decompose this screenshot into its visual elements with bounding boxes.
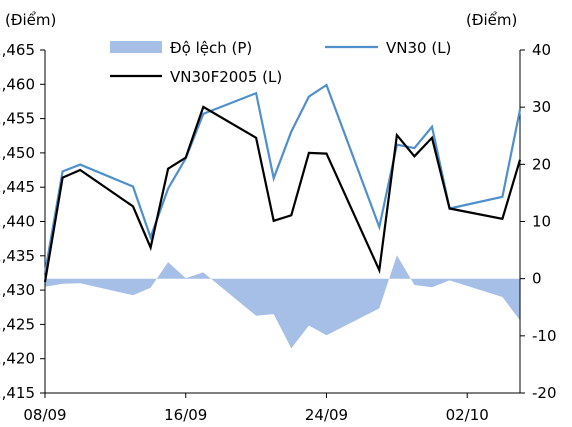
- legend-label-vn30f2005: VN30F2005 (L): [170, 68, 282, 86]
- right-tick-label: 40: [532, 41, 551, 59]
- left-tick-label: 1,450: [0, 144, 35, 162]
- left-tick-label: 1,455: [0, 110, 35, 128]
- legend: Độ lệch (P) VN30 (L) VN30F2005 (L): [110, 39, 451, 86]
- left-tick-label: 1,430: [0, 281, 35, 299]
- right-tick-label: 20: [532, 155, 551, 173]
- axis-labels-layer: 1,415 1,420 1,425 1,430 1,435 1,440 1,445 1,450…: [0, 11, 557, 424]
- right-tick-label: 30: [532, 98, 551, 116]
- left-tick-label: 1,435: [0, 247, 35, 265]
- x-tick-label: 02/10: [446, 406, 489, 424]
- left-tick-label: 1,445: [0, 178, 35, 196]
- right-tick-label: -10: [532, 327, 557, 345]
- deviation-area: [45, 255, 520, 349]
- vn30f2005-line: [43, 105, 522, 283]
- legend-label-vn30: VN30 (L): [386, 39, 451, 57]
- axes-layer: [40, 49, 525, 398]
- left-tick-label: 1,420: [0, 350, 35, 368]
- x-tick-label: 16/09: [164, 406, 207, 424]
- line-series-layer: [43, 83, 522, 283]
- right-tick-label: 10: [532, 213, 551, 231]
- legend-label-deviation: Độ lệch (P): [170, 39, 252, 57]
- deviation-area-layer: [45, 255, 520, 349]
- left-axis-unit: (Điểm): [5, 11, 56, 29]
- left-tick-label: 1,460: [0, 75, 35, 93]
- x-tick-label: 08/09: [23, 406, 66, 424]
- left-tick-label: 1,440: [0, 213, 35, 231]
- left-tick-label: 1,425: [0, 315, 35, 333]
- right-axis-unit: (Điểm): [466, 11, 517, 29]
- x-tick-label: 24/09: [305, 406, 348, 424]
- right-tick-label: 0: [532, 270, 542, 288]
- right-tick-label: -20: [532, 384, 557, 402]
- left-tick-label: 1,465: [0, 41, 35, 59]
- legend-swatch-deviation: [110, 41, 162, 53]
- vn30-line: [43, 83, 522, 274]
- left-tick-label: 1,415: [0, 384, 35, 402]
